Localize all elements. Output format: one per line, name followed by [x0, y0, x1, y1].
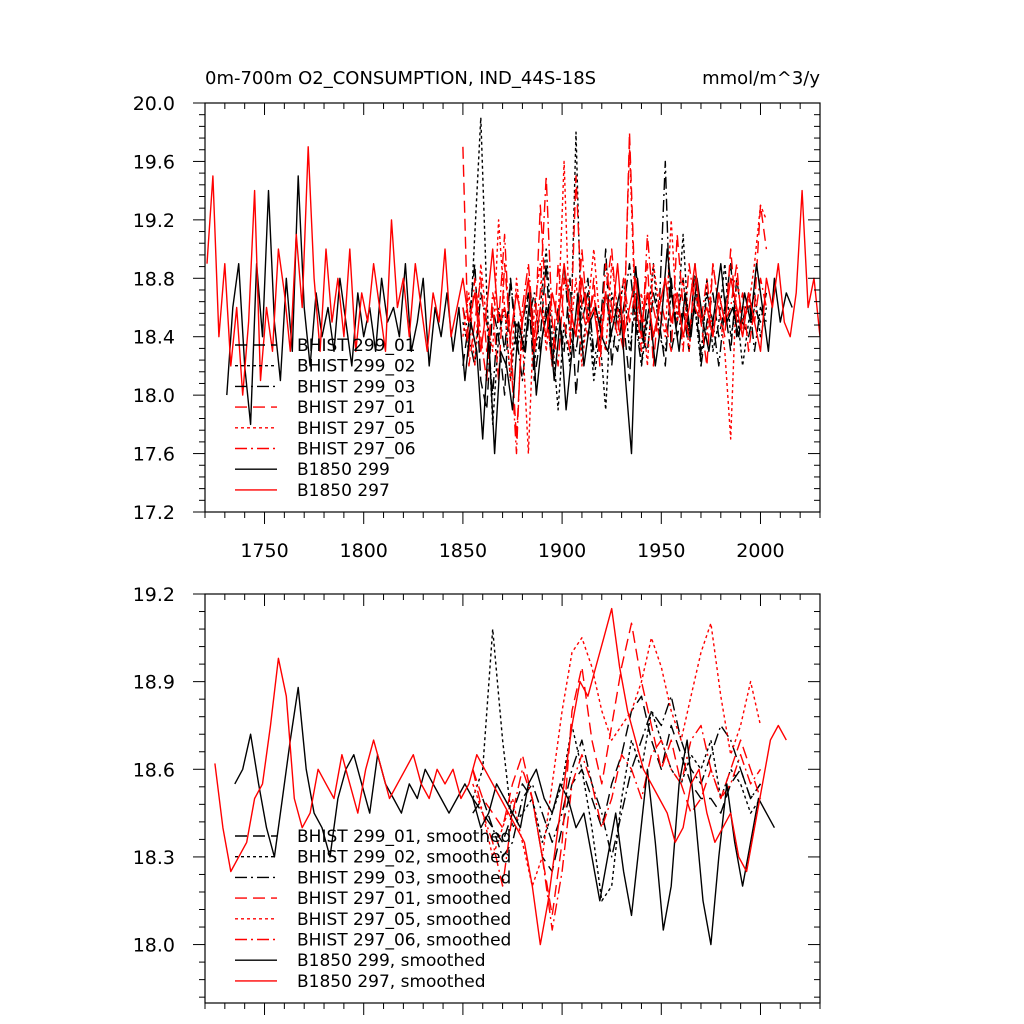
- legend-label-bhist-299-01-smoothed: BHIST 299_01, smoothed: [297, 827, 511, 847]
- x-tick-label: 1950: [637, 540, 685, 562]
- plot-frame: [204, 593, 821, 1004]
- plot-area: [206, 116, 820, 455]
- series-line-bhist-297-06-smoothed: [472, 724, 762, 931]
- y-tick-label: 20.0: [133, 93, 175, 115]
- y-tick-label: 19.6: [133, 151, 175, 173]
- y-tick-label: 18.8: [133, 268, 175, 290]
- series-line-bhist-297-01-smoothed: [472, 622, 762, 917]
- y-tick-label: 18.3: [133, 847, 175, 869]
- y-tick-label: 19.2: [133, 584, 175, 606]
- legend-label-b1850-297: B1850 297: [297, 481, 390, 501]
- x-tick-label: 1750: [240, 540, 288, 562]
- x-tick-label: 1850: [439, 540, 487, 562]
- series-line-bhist-297-05-smoothed: [472, 622, 762, 887]
- series-line-bhist-299-03-smoothed: [472, 695, 762, 858]
- chart-title: 0m-700m O2_CONSUMPTION, IND_44S-18S: [205, 68, 596, 89]
- legend-label-bhist-297-06: BHIST 297_06: [297, 440, 416, 460]
- series-line-b1850-299-smoothed: [234, 686, 776, 946]
- top-panel: 1750 1800 1850 1900 1950 2000 17.2 17.6 18.0 18.4…: [133, 93, 821, 562]
- y-tick-label: 18.9: [133, 672, 175, 694]
- legend-label-bhist-299-02-smoothed: BHIST 299_02, smoothed: [297, 848, 511, 868]
- x-tick-label: 1800: [340, 540, 388, 562]
- series-line-b1850-297: [206, 146, 820, 396]
- x-tick-label: 2000: [736, 540, 784, 562]
- y-tick-label: 18.0: [133, 935, 175, 957]
- legend-label-bhist-297-05-smoothed: BHIST 297_05, smoothed: [297, 910, 511, 930]
- y-tick-label: 17.6: [133, 444, 175, 466]
- legend-label-b1850-299: B1850 299: [297, 460, 390, 480]
- series-line-b1850-297-smoothed: [214, 607, 787, 946]
- x-tick-label: 1900: [538, 540, 586, 562]
- y-tick-label: 18.4: [133, 327, 175, 349]
- series-line-bhist-299-03: [462, 160, 768, 396]
- y-tick-label: 19.2: [133, 210, 175, 232]
- y-tick-label: 18.6: [133, 759, 175, 781]
- legend-label-bhist-299-03: BHIST 299_03: [297, 377, 416, 397]
- legend-label-b1850-297-smoothed: B1850 297, smoothed: [297, 972, 486, 992]
- plot-area: [214, 607, 787, 946]
- legend-label-b1850-299-smoothed: B1850 299, smoothed: [297, 951, 486, 971]
- series-line-bhist-299-02-smoothed: [472, 628, 762, 902]
- units-label: mmol/m^3/y: [702, 68, 820, 89]
- legend-label-bhist-299-02: BHIST 299_02: [297, 357, 416, 377]
- series-line-bhist-297-05: [462, 146, 768, 455]
- legend-label-bhist-297-05: BHIST 297_05: [297, 419, 416, 439]
- plot-frame: [204, 102, 821, 513]
- legend-label-bhist-297-01-smoothed: BHIST 297_01, smoothed: [297, 889, 511, 909]
- legend-label-bhist-299-03-smoothed: BHIST 299_03, smoothed: [297, 868, 511, 888]
- series-line-bhist-299-01-smoothed: [472, 695, 762, 873]
- bottom-panel: 18.0 18.3 18.6 18.9 19.2 BHIST 299_01, smooth…: [133, 584, 821, 1015]
- y-tick-label: 17.2: [133, 502, 175, 524]
- y-tick-label: 18.0: [133, 385, 175, 407]
- legend-label-bhist-297-01: BHIST 297_01: [297, 398, 416, 418]
- legend-label-bhist-299-01: BHIST 299_01: [297, 336, 416, 356]
- legend-label-bhist-297-06-smoothed: BHIST 297_06, smoothed: [297, 931, 511, 951]
